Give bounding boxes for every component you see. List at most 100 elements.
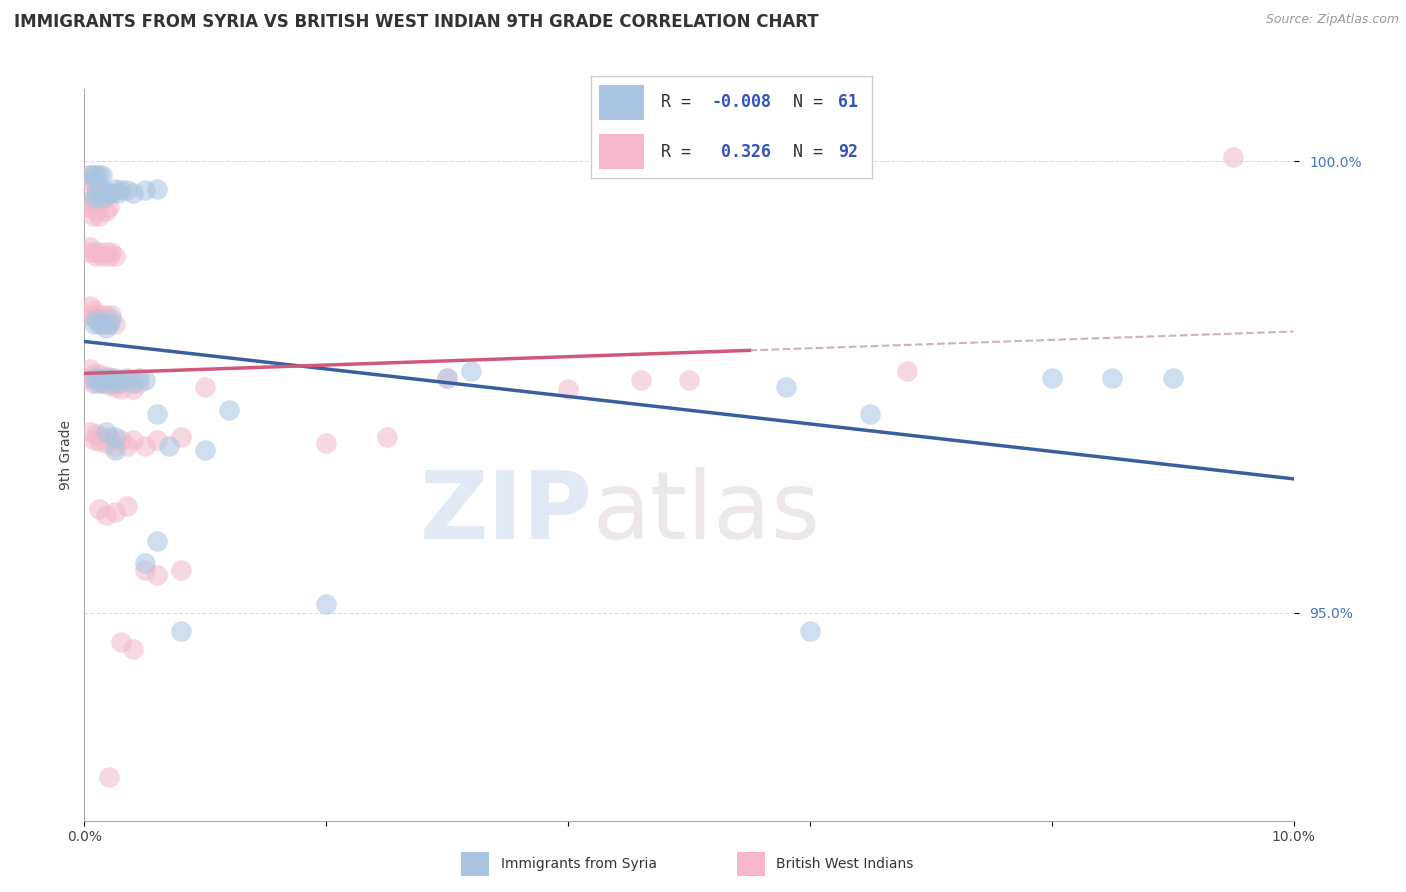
Point	[110, 635, 132, 649]
Text: Immigrants from Syria: Immigrants from Syria	[501, 857, 657, 871]
Text: N =: N =	[793, 94, 832, 112]
Point	[146, 181, 169, 195]
Point	[77, 244, 100, 259]
Text: British West Indians: British West Indians	[776, 857, 914, 871]
Point	[115, 371, 138, 385]
Point	[121, 382, 143, 396]
Point	[121, 642, 143, 657]
Point	[97, 770, 120, 784]
Point	[79, 168, 101, 182]
Point	[115, 439, 138, 453]
Point	[91, 168, 114, 182]
Point	[82, 209, 104, 223]
Point	[121, 376, 143, 390]
Point	[315, 436, 337, 450]
Point	[91, 312, 114, 326]
Point	[104, 430, 127, 444]
Point	[87, 168, 110, 182]
Point	[94, 436, 117, 450]
Point	[146, 533, 169, 548]
Point	[115, 376, 138, 390]
Point	[83, 317, 105, 331]
Point	[87, 502, 110, 516]
Point	[110, 433, 132, 447]
Point	[79, 425, 101, 440]
Point	[104, 439, 127, 453]
Point	[83, 244, 105, 259]
Point	[157, 439, 180, 453]
Point	[134, 183, 156, 197]
Point	[460, 364, 482, 378]
Point	[86, 376, 108, 390]
Point	[79, 240, 101, 254]
Point	[104, 249, 127, 263]
Point	[86, 312, 108, 326]
Point	[630, 373, 652, 387]
Point	[170, 430, 193, 444]
Point	[104, 181, 127, 195]
Text: IMMIGRANTS FROM SYRIA VS BRITISH WEST INDIAN 9TH GRADE CORRELATION CHART: IMMIGRANTS FROM SYRIA VS BRITISH WEST IN…	[14, 13, 818, 31]
Point	[170, 624, 193, 638]
Point	[87, 177, 110, 191]
Point	[104, 371, 127, 385]
Point	[97, 317, 120, 331]
Point	[107, 186, 129, 200]
Point	[86, 181, 108, 195]
Point	[77, 172, 100, 186]
Point	[79, 195, 101, 210]
Bar	[461, 853, 489, 876]
Point	[83, 168, 105, 182]
Point	[104, 380, 127, 394]
Point	[375, 430, 398, 444]
Point	[110, 183, 132, 197]
Point	[83, 190, 105, 204]
Point	[146, 568, 169, 582]
Point	[91, 376, 114, 390]
Point	[79, 299, 101, 313]
Point	[83, 172, 105, 186]
Point	[83, 367, 105, 381]
Point	[86, 168, 108, 182]
Point	[97, 371, 120, 385]
Point	[86, 204, 108, 219]
Point	[799, 624, 821, 638]
Point	[97, 317, 120, 331]
Text: N =: N =	[793, 143, 832, 161]
Point	[194, 380, 217, 394]
Point	[91, 249, 114, 263]
Point	[128, 376, 150, 390]
Point	[678, 373, 700, 387]
Point	[86, 249, 108, 263]
Point	[79, 168, 101, 182]
Point	[82, 308, 104, 322]
Point	[110, 373, 132, 387]
Point	[100, 186, 122, 200]
Point	[82, 376, 104, 390]
Point	[86, 427, 108, 442]
Point	[557, 382, 579, 396]
Point	[94, 186, 117, 200]
Point	[97, 378, 120, 392]
Point	[86, 312, 108, 326]
Point	[87, 308, 110, 322]
Point	[115, 183, 138, 197]
Point	[77, 308, 100, 322]
Point	[170, 563, 193, 577]
Point	[896, 364, 918, 378]
Point	[100, 244, 122, 259]
Point	[86, 186, 108, 200]
Text: 0.326: 0.326	[711, 143, 772, 161]
Point	[315, 597, 337, 611]
Point	[121, 433, 143, 447]
Point	[94, 244, 117, 259]
Point	[100, 308, 122, 322]
Point	[97, 249, 120, 263]
Point	[83, 200, 105, 214]
Point	[107, 376, 129, 390]
Point	[91, 376, 114, 390]
Point	[91, 195, 114, 210]
Point	[94, 308, 117, 322]
Point	[91, 317, 114, 331]
Point	[86, 373, 108, 387]
Point	[97, 200, 120, 214]
